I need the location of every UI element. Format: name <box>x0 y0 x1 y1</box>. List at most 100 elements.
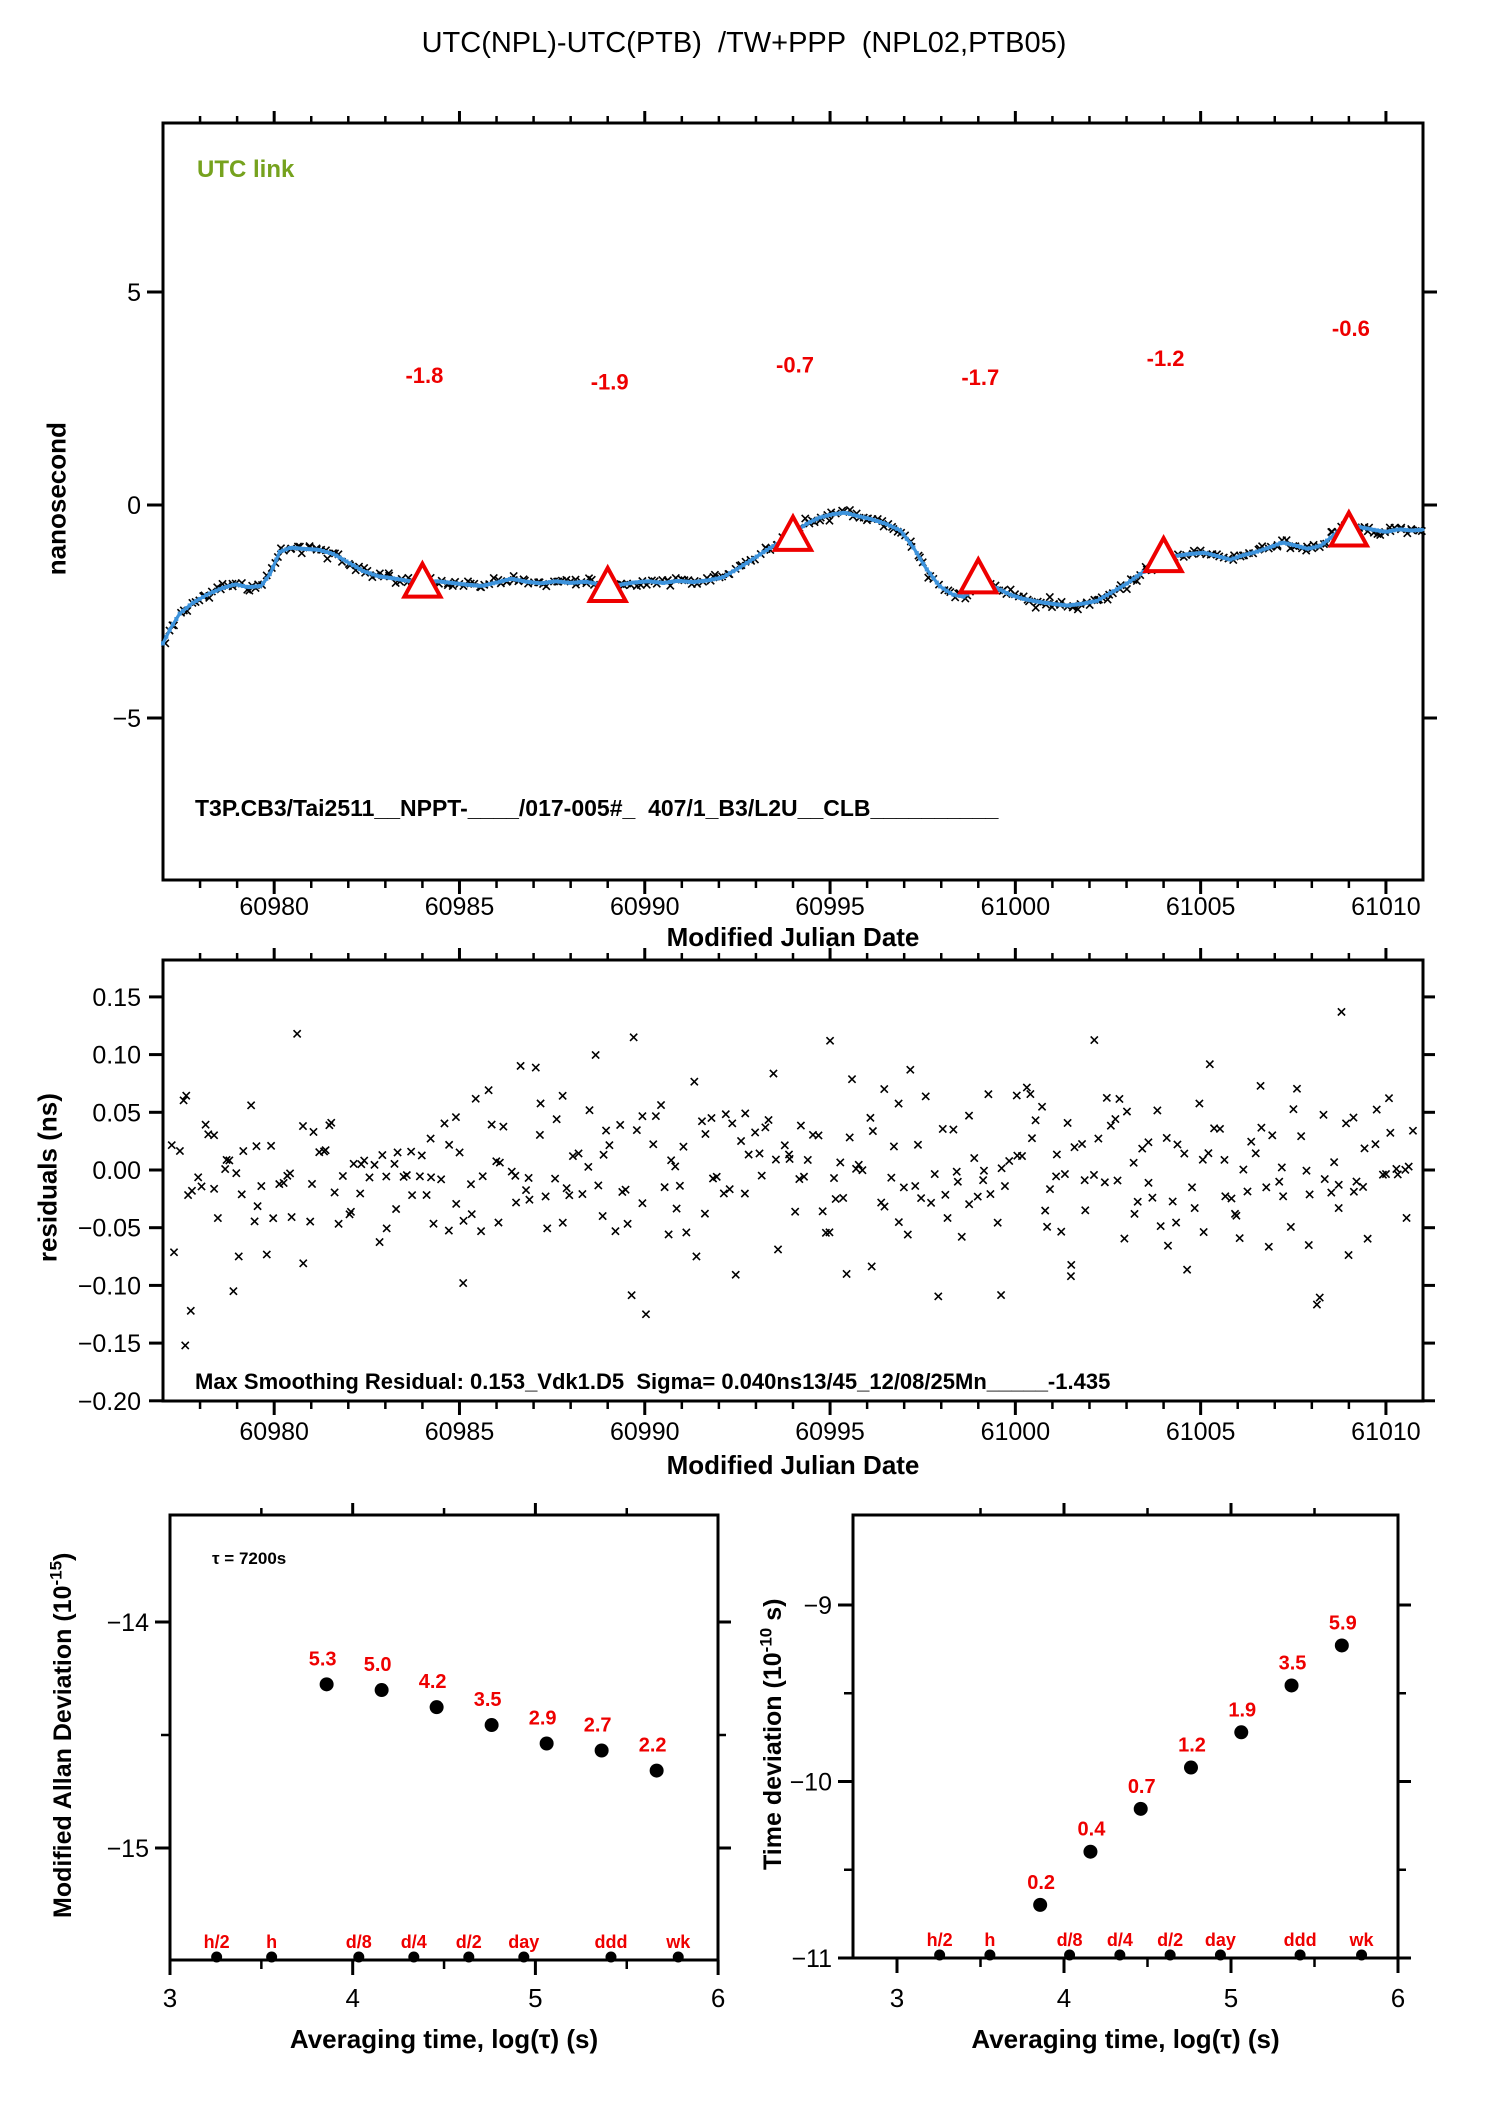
data-x-marker <box>1171 1218 1181 1227</box>
trace-dot <box>1371 527 1376 532</box>
deviation-value-label: 2.9 <box>529 1707 557 1729</box>
trace-dot <box>1041 600 1046 605</box>
tau-marker-dot <box>1214 1949 1226 1961</box>
data-x-marker <box>1138 1144 1147 1153</box>
data-x-marker <box>638 1112 647 1121</box>
data-x-marker <box>831 1194 840 1204</box>
data-x-marker <box>552 1115 561 1124</box>
trace-dot <box>191 600 196 605</box>
trace-dot <box>948 590 953 595</box>
data-x-marker <box>375 1237 384 1247</box>
data-x-marker <box>521 1185 531 1195</box>
trace-dot <box>484 582 489 587</box>
data-x-marker <box>700 1209 710 1218</box>
data-x-marker <box>1045 1184 1055 1194</box>
trace-dot <box>214 588 219 593</box>
data-x-marker <box>916 1193 926 1203</box>
trace-dot <box>904 536 909 541</box>
data-x-marker <box>926 1198 936 1207</box>
data-x-marker <box>246 1101 256 1110</box>
deviation-point <box>649 1763 664 1778</box>
trace-dot <box>477 583 482 588</box>
data-x-marker <box>1371 1139 1380 1149</box>
trace-dot <box>758 552 763 557</box>
data-x-marker <box>541 1192 550 1201</box>
deviation-point <box>539 1736 554 1751</box>
trace-dot <box>1204 551 1209 556</box>
data-x-marker <box>978 1176 988 1185</box>
trace-dot <box>1028 598 1033 603</box>
y-tick-label: −0.20 <box>78 1388 141 1416</box>
mdev-y-axis-label-close: ) <box>49 1552 78 1561</box>
trace-dot <box>617 582 622 587</box>
data-x-marker <box>1327 1188 1336 1197</box>
data-x-marker <box>679 1142 688 1151</box>
data-x-marker <box>338 1171 348 1181</box>
trace-dot <box>878 519 883 524</box>
data-x-marker <box>719 1189 729 1198</box>
data-x-marker <box>1187 1183 1197 1192</box>
trace-dot <box>681 579 686 584</box>
trace-dot <box>684 579 689 584</box>
tau-marker-dot <box>605 1951 617 1963</box>
data-x-marker <box>1022 1083 1032 1092</box>
trace-dot <box>938 584 943 589</box>
trace-dot <box>734 567 739 572</box>
trace-dot <box>474 583 479 588</box>
trace-dot <box>851 512 856 517</box>
data-x-marker <box>712 1172 721 1181</box>
tau-marker-label: wk <box>665 1932 691 1952</box>
data-x-marker <box>1289 1105 1298 1114</box>
data-x-marker <box>365 1173 374 1182</box>
data-x-marker <box>356 1189 365 1198</box>
data-x-marker <box>471 1094 480 1103</box>
trace-dot <box>654 580 659 585</box>
trace-dot <box>701 578 706 583</box>
data-x-marker <box>616 1120 625 1130</box>
data-x-marker <box>370 1160 379 1170</box>
x-tick-label: 5 <box>1224 1983 1238 2013</box>
data-x-marker <box>1041 1206 1050 1215</box>
trace-dot <box>1184 552 1189 557</box>
trace-dot <box>377 574 382 579</box>
data-x-marker <box>818 1207 827 1216</box>
data-x-marker <box>1221 1192 1230 1201</box>
trace-dot <box>1054 602 1059 607</box>
deviation-point <box>374 1683 389 1698</box>
trace-dot <box>647 579 652 584</box>
trace-dot <box>324 549 329 554</box>
data-x-marker <box>836 1158 845 1167</box>
data-x-marker <box>536 1099 545 1108</box>
trace-dot <box>961 594 966 599</box>
trace-dot <box>808 520 813 525</box>
data-x-marker <box>651 1111 661 1121</box>
trace-dot <box>297 546 302 551</box>
data-x-marker <box>1204 1148 1213 1158</box>
data-x-marker <box>941 1190 950 1199</box>
data-x-marker <box>1360 1144 1369 1153</box>
trace-dot <box>1074 602 1079 607</box>
tdev-y-axis-label-sup: -10 <box>756 1627 776 1653</box>
data-x-marker <box>531 1063 540 1072</box>
calibration-value-label: -1.8 <box>405 363 443 388</box>
data-x-marker <box>845 1133 854 1142</box>
trace-dot <box>1208 552 1213 557</box>
trace-dot <box>1274 542 1279 547</box>
data-x-marker <box>1045 592 1054 602</box>
trace-dot <box>738 565 743 570</box>
trace-dot <box>717 575 722 580</box>
trace-dot <box>1278 541 1283 546</box>
calibration-triangle <box>1142 533 1185 574</box>
data-x-marker <box>894 1217 904 1227</box>
trace-dot <box>437 579 442 584</box>
trace-dot <box>374 573 379 578</box>
trace-dot <box>577 580 582 585</box>
trace-dot <box>1241 553 1246 558</box>
data-x-marker <box>1232 1211 1241 1220</box>
tau-marker-label: ddd <box>594 1932 627 1952</box>
y-tick-label: 5 <box>127 279 141 307</box>
trace-dot <box>461 582 466 587</box>
trace-dot <box>637 579 642 584</box>
trace-dot <box>841 510 846 515</box>
